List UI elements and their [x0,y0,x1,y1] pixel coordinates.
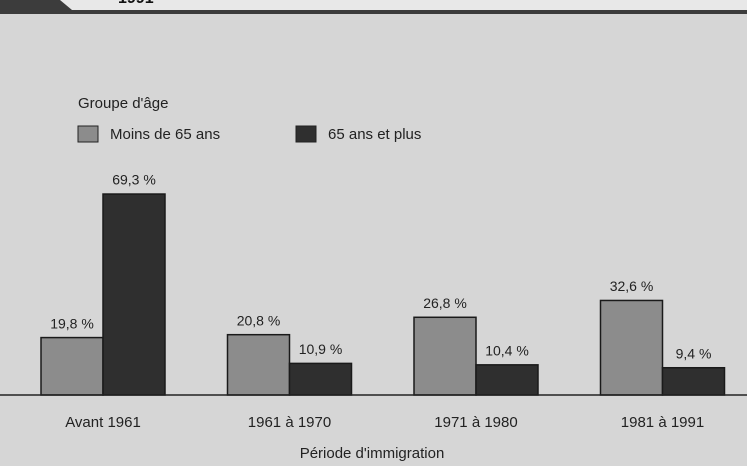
x-tick-label: 1971 à 1980 [434,414,517,431]
x-axis-label: Période d'immigration [300,445,445,462]
bar [40,336,104,396]
value-label: 26,8 % [423,295,467,311]
bar [102,193,166,396]
value-label: 20,8 % [237,312,281,328]
chart-title: 1991 [118,0,154,7]
value-label: 19,8 % [50,315,94,331]
bar [413,316,477,396]
value-label: 32,6 % [610,278,654,294]
bar [599,299,664,396]
legend-label: Moins de 65 ans [110,126,220,143]
legend-label: 65 ans et plus [328,126,421,143]
legend-swatch [295,125,317,143]
x-tick-label: 1961 à 1970 [248,414,331,431]
x-tick-label: 1981 à 1991 [621,414,704,431]
header-tab [60,0,747,10]
value-label: 10,9 % [299,341,343,357]
value-label: 10,4 % [485,343,529,359]
value-label: 9,4 % [676,345,712,361]
bar [661,366,726,396]
value-label: 69,3 % [112,172,156,188]
legend-title: Groupe d'âge [78,95,168,112]
bar [226,333,291,396]
bar [288,362,353,396]
legend-swatch [77,125,99,143]
bar [475,364,539,396]
x-tick-label: Avant 1961 [65,414,141,431]
